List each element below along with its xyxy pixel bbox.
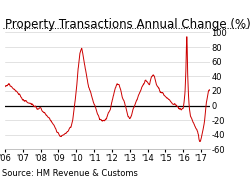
- Text: Property Transactions Annual Change (%): Property Transactions Annual Change (%): [5, 18, 250, 31]
- Text: Source: HM Revenue & Customs: Source: HM Revenue & Customs: [2, 169, 138, 178]
